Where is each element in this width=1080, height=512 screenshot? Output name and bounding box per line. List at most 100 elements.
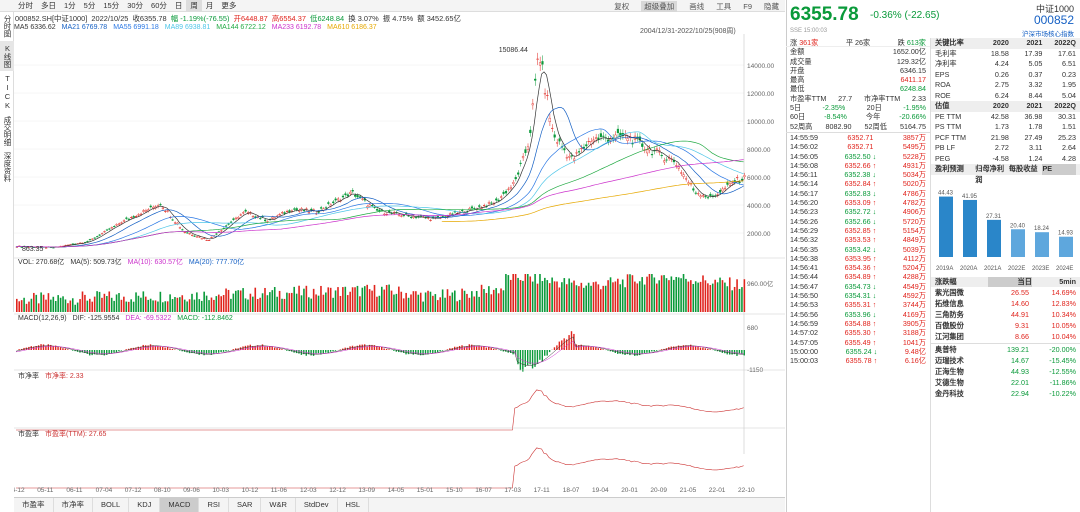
x-axis-label: 12-03 <box>300 487 317 494</box>
macd-bar <box>519 350 522 371</box>
mover-row[interactable]: 奥普特 139.21 -20.00% <box>931 344 1080 355</box>
macd-bar <box>315 350 317 354</box>
mover-row[interactable]: 金丹科技 22.94 -10.22% <box>931 388 1080 399</box>
index-category-link[interactable]: 沪深市场核心指数 <box>1022 31 1074 38</box>
mover-row[interactable]: 拓维信息 14.60 12.83% <box>931 298 1080 309</box>
movers-tab-0[interactable]: 当日 <box>987 276 1032 287</box>
indicator-tab-3[interactable]: KDJ <box>129 498 161 512</box>
macd-bar <box>544 350 546 356</box>
macd-bar <box>222 350 225 352</box>
macd-bar <box>325 350 327 353</box>
indicator-tab-9[interactable]: HSL <box>338 498 370 512</box>
x-axis-label: 10-12 <box>242 487 259 494</box>
toolbar-btn-0[interactable]: 复权 <box>614 1 630 11</box>
movers-tab-1[interactable]: 5min <box>1059 276 1076 286</box>
vol-bar <box>505 274 507 312</box>
toolbar-btn-4[interactable]: F9 <box>743 1 752 11</box>
macd-bar <box>646 350 648 353</box>
toolbar-btn-1[interactable]: 超级叠加 <box>641 0 678 12</box>
mover-row[interactable]: 江河集团 8.66 10.04% <box>931 331 1080 342</box>
macd-bar <box>407 350 410 355</box>
main-chart[interactable]: 14000.00 12000.00 10000.00 8000.00 6000.00 40… <box>14 34 785 497</box>
vol-bar <box>468 297 471 312</box>
mover-row[interactable]: 三角防务 44.91 10.34% <box>931 309 1080 320</box>
forecast-tab-3[interactable]: PE <box>1042 164 1077 175</box>
forecast-tab-2[interactable]: 每股收益 <box>1008 164 1038 173</box>
vol-bar <box>519 280 522 312</box>
period-tab-3[interactable]: 5分 <box>83 1 96 10</box>
period-tab-8[interactable]: 周 <box>186 0 202 11</box>
valuation-header: 估值 2020 2021 2022Q <box>931 101 1080 112</box>
side-tab-4[interactable]: 深度资料 <box>3 151 12 182</box>
macd-bar <box>298 350 300 354</box>
macd-bar <box>264 346 266 350</box>
period-tab-4[interactable]: 15分 <box>103 1 120 10</box>
candle <box>45 247 48 249</box>
toolbar-btn-2[interactable]: 画线 <box>689 1 705 11</box>
period-tab-1[interactable]: 多日 <box>41 1 56 10</box>
macd-bar <box>697 346 699 350</box>
macd-bar <box>471 344 473 350</box>
vol-bar <box>675 276 678 312</box>
mover-row[interactable]: 正海生物 44.93 -12.55% <box>931 366 1080 377</box>
vol-bar <box>456 301 459 312</box>
candle <box>190 234 194 237</box>
vol-bar <box>546 280 549 312</box>
forecast-year: 2023E <box>1032 266 1049 272</box>
forecast-year: 2020A <box>960 266 977 272</box>
forecast-tab-0[interactable]: 盈利预测 <box>935 164 964 173</box>
macd-bar <box>424 350 427 355</box>
candle <box>110 226 113 229</box>
vol-bar <box>256 298 259 312</box>
mover-row[interactable]: 迈瑞技术 14.67 -15.45% <box>931 355 1080 366</box>
period-tab-2[interactable]: 1分 <box>64 1 76 10</box>
toolbar-btn-3[interactable]: 工具 <box>716 1 732 11</box>
period-tab-9[interactable]: 月 <box>205 1 214 10</box>
forecast-tab-1[interactable]: 归母净利润 <box>975 164 1005 184</box>
quote-value: 1652.00亿 <box>892 47 926 57</box>
indicator-tab-0[interactable]: 市盈率 <box>14 498 54 512</box>
indicator-tab-6[interactable]: SAR <box>229 498 262 512</box>
toolbar-btn-5[interactable]: 隐藏 <box>764 1 779 11</box>
candle <box>607 136 610 146</box>
indicator-tab-1[interactable]: 市净率 <box>54 498 93 512</box>
vol-bar <box>454 290 456 312</box>
candle <box>597 134 600 144</box>
period-tab-0[interactable]: 分时 <box>18 1 33 10</box>
period-tab-6[interactable]: 60分 <box>151 1 167 10</box>
macd-bar <box>548 350 551 353</box>
tick-time: 14:57:02 <box>790 328 818 338</box>
vol-bar <box>419 292 422 312</box>
vol-bar <box>140 297 142 312</box>
vol-bar <box>600 289 602 312</box>
mover-row[interactable]: 艾德生物 22.01 -11.86% <box>931 377 1080 388</box>
tick-price: 6352.84 ↑ <box>844 179 877 189</box>
indicator-tab-2[interactable]: BOLL <box>93 498 130 512</box>
vol-bar <box>227 289 230 312</box>
candle <box>424 216 427 220</box>
period-tab-10[interactable]: 更多 <box>221 1 237 10</box>
candle <box>383 212 386 217</box>
period-tab-5[interactable]: 30分 <box>127 1 144 10</box>
candle <box>251 215 255 218</box>
indicator-tab-8[interactable]: StdDev <box>296 498 338 512</box>
indicator-tab-4[interactable]: MACD <box>160 498 200 512</box>
side-tab-2[interactable]: TICK <box>3 73 12 110</box>
side-tab-1[interactable]: K线图 <box>0 40 14 71</box>
indicator-tab-7[interactable]: W&R <box>261 498 296 512</box>
vol-bar <box>376 296 378 312</box>
vol-bar <box>249 293 252 312</box>
side-tab-3[interactable]: 成交明细 <box>3 115 12 146</box>
candle <box>453 210 456 214</box>
macd-bar <box>59 347 62 350</box>
vol-bar <box>500 288 502 312</box>
vol-bar <box>568 278 570 312</box>
period-tab-7[interactable]: 日 <box>174 1 183 10</box>
mover-row[interactable]: 百傲股份 9.31 10.05% <box>931 320 1080 331</box>
x-axis-label: 14-05 <box>388 487 405 494</box>
mover-row[interactable]: 紫光国微 26.55 14.69% <box>931 287 1080 298</box>
macd-bar <box>300 350 303 355</box>
indicator-tab-5[interactable]: RSI <box>199 498 229 512</box>
side-tab-0[interactable]: 分时图 <box>3 15 12 38</box>
vol-bar <box>415 291 417 312</box>
